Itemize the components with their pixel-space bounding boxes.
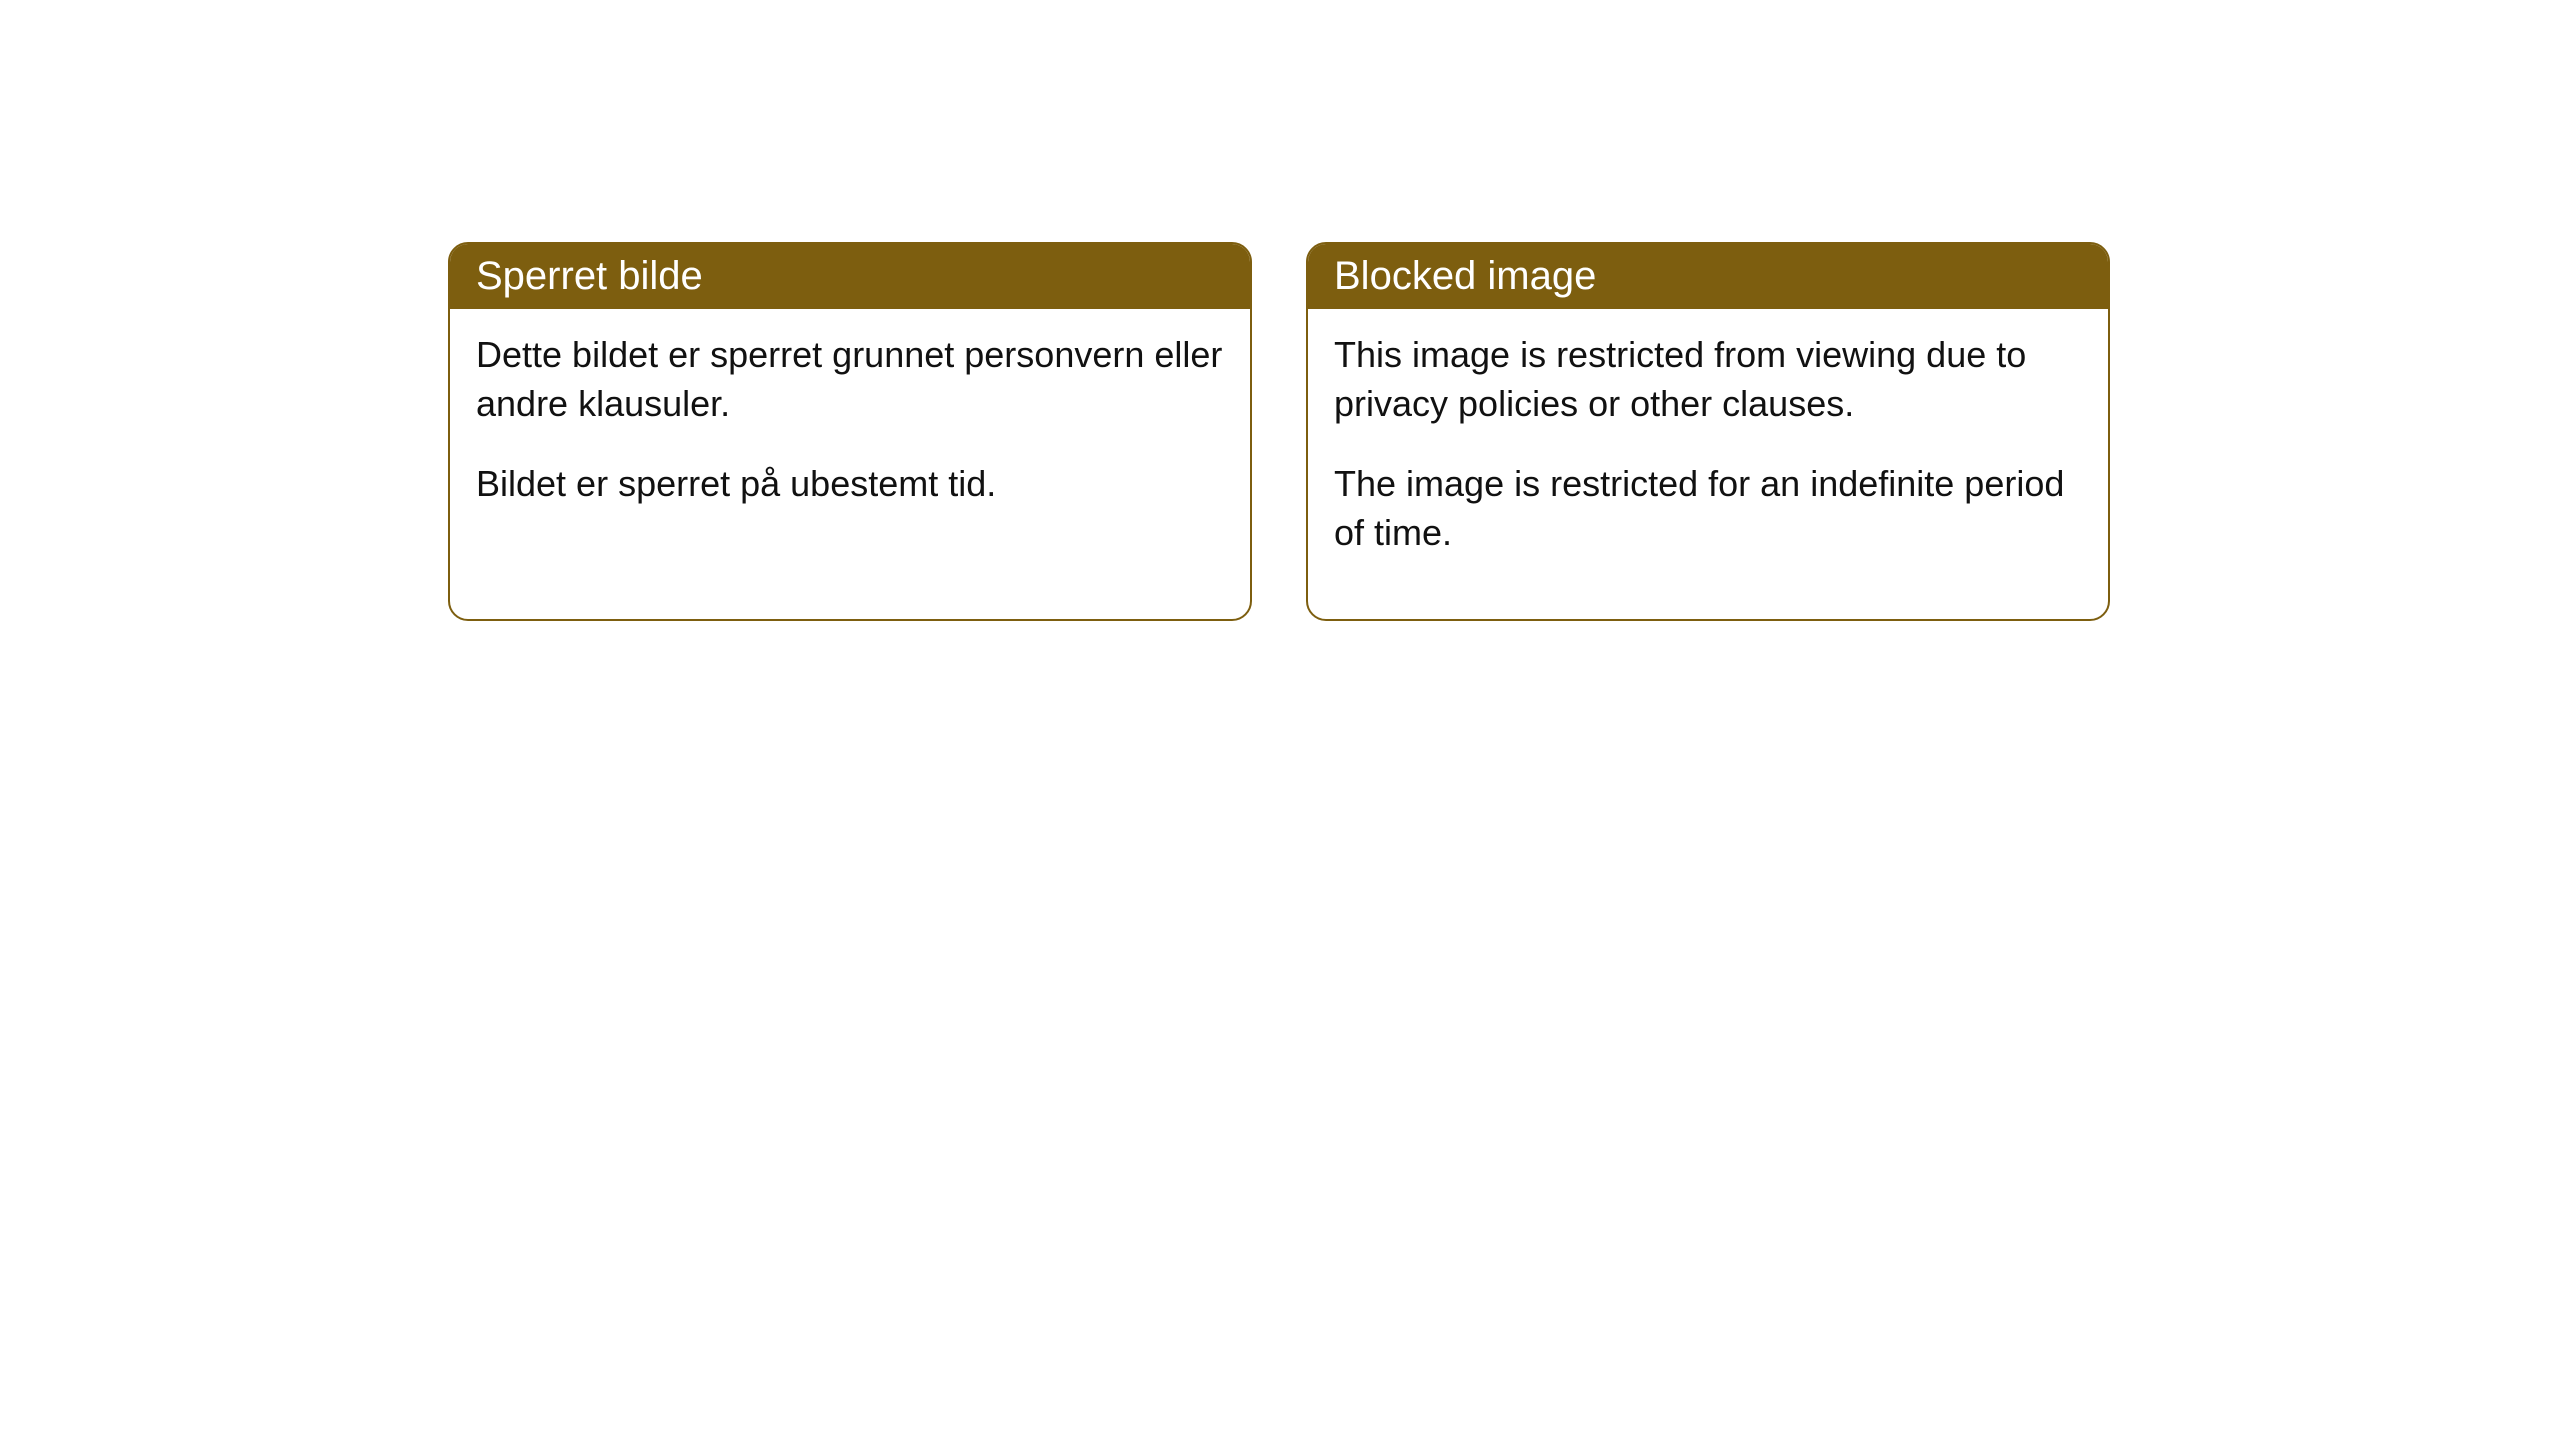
notice-card-header: Blocked image (1308, 244, 2108, 309)
notice-text: The image is restricted for an indefinit… (1334, 460, 2082, 557)
notice-container: Sperret bilde Dette bildet er sperret gr… (448, 242, 2110, 621)
notice-card-norwegian: Sperret bilde Dette bildet er sperret gr… (448, 242, 1252, 621)
notice-card-english: Blocked image This image is restricted f… (1306, 242, 2110, 621)
notice-text: Bildet er sperret på ubestemt tid. (476, 460, 1224, 509)
notice-text: This image is restricted from viewing du… (1334, 331, 2082, 428)
notice-card-header: Sperret bilde (450, 244, 1250, 309)
notice-card-body: Dette bildet er sperret grunnet personve… (450, 309, 1250, 571)
notice-text: Dette bildet er sperret grunnet personve… (476, 331, 1224, 428)
notice-card-body: This image is restricted from viewing du… (1308, 309, 2108, 619)
